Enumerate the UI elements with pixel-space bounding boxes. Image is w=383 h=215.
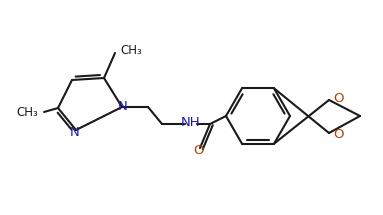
Text: CH₃: CH₃ [16,106,38,120]
Text: O: O [333,92,344,106]
Text: NH: NH [181,117,201,129]
Text: O: O [333,127,344,140]
Text: N: N [70,126,80,138]
Text: O: O [193,144,203,158]
Text: N: N [118,100,128,112]
Text: CH₃: CH₃ [120,45,142,57]
